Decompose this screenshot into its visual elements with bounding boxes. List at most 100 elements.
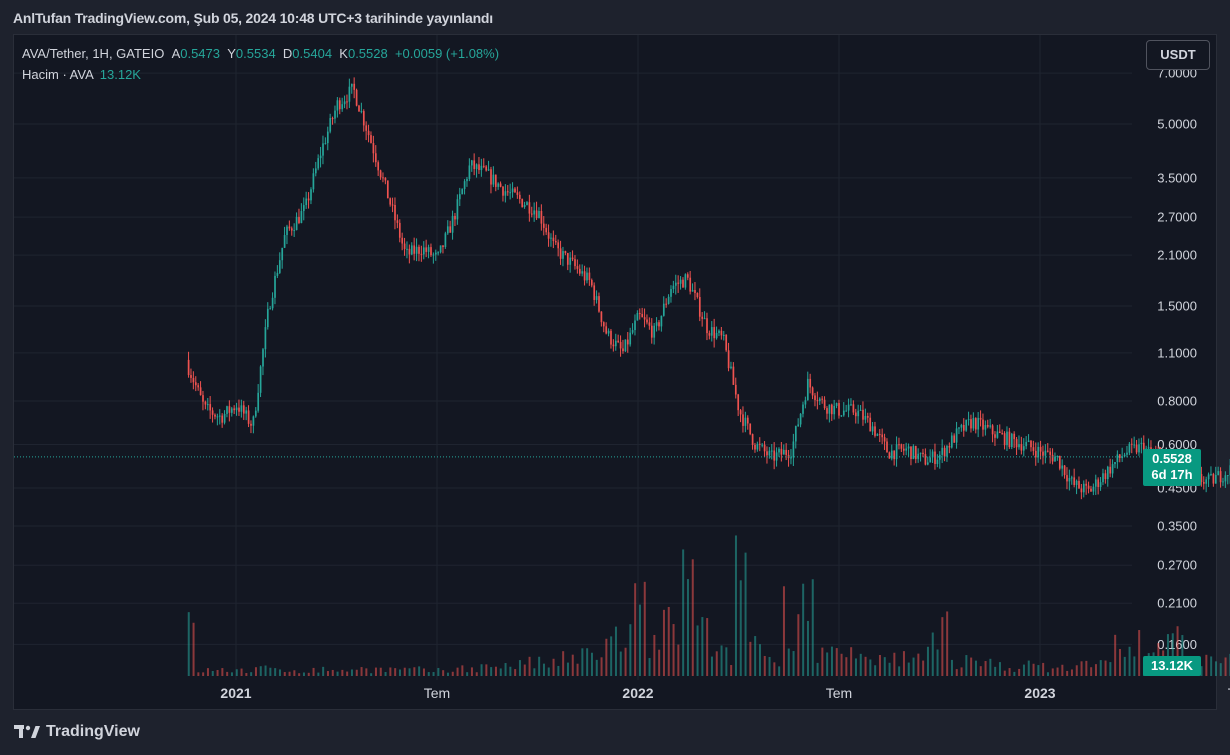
candle-body bbox=[1066, 475, 1068, 482]
candle-body bbox=[974, 418, 977, 430]
candle-body bbox=[1212, 473, 1215, 484]
candle-body bbox=[439, 245, 442, 253]
candle-body bbox=[682, 279, 684, 288]
volume-bar bbox=[893, 652, 896, 676]
volume-bar bbox=[221, 668, 224, 676]
candle-body bbox=[475, 164, 478, 170]
candle-body bbox=[473, 160, 476, 170]
candle-body bbox=[617, 340, 620, 342]
candle-body bbox=[732, 366, 735, 385]
candle-body bbox=[391, 204, 394, 206]
candle-body bbox=[648, 322, 651, 326]
candle-body bbox=[794, 426, 797, 442]
candle-body bbox=[629, 332, 632, 345]
candle-body bbox=[1097, 479, 1100, 488]
candle-body bbox=[1147, 447, 1150, 449]
candle-body bbox=[761, 444, 764, 446]
candle-body bbox=[790, 457, 792, 459]
candle-body bbox=[206, 404, 209, 406]
volume-bar bbox=[970, 657, 973, 676]
volume-bar bbox=[490, 667, 493, 676]
volume-bar bbox=[379, 667, 382, 676]
candle-body bbox=[924, 454, 927, 465]
volume-bar bbox=[691, 559, 694, 676]
candle-body bbox=[766, 451, 768, 456]
candle-body bbox=[295, 216, 298, 231]
candle-body bbox=[516, 192, 519, 195]
candle-body bbox=[499, 183, 502, 187]
candle-body bbox=[1109, 466, 1112, 474]
candle-body bbox=[425, 247, 428, 252]
candle-body bbox=[883, 437, 886, 442]
candle-body bbox=[696, 292, 699, 297]
volume-bar bbox=[461, 665, 464, 676]
candle-body bbox=[442, 245, 444, 247]
candle-body bbox=[607, 330, 610, 334]
tradingview-footer[interactable]: TradingView bbox=[14, 723, 140, 741]
candle-body bbox=[470, 160, 473, 166]
y-tick-label: 0.6000 bbox=[1157, 437, 1197, 452]
candle-body bbox=[818, 398, 821, 402]
candle-body bbox=[374, 153, 377, 163]
candle-body bbox=[691, 290, 694, 292]
volume-bar bbox=[1205, 654, 1208, 676]
volume-bar bbox=[586, 648, 589, 676]
candle-body bbox=[1082, 483, 1085, 493]
volume-bar bbox=[998, 662, 1001, 676]
candle-body bbox=[466, 178, 468, 182]
candle-body bbox=[547, 232, 550, 239]
candle-body bbox=[1085, 483, 1088, 486]
candle-body bbox=[554, 241, 557, 243]
candle-body bbox=[830, 404, 833, 415]
footer-brand: TradingView bbox=[46, 723, 140, 740]
candle-body bbox=[828, 404, 831, 414]
candle-body bbox=[365, 125, 368, 131]
volume-bar bbox=[389, 667, 392, 676]
candle-body bbox=[557, 242, 560, 249]
candle-body bbox=[456, 199, 459, 220]
volume-bar bbox=[701, 617, 704, 676]
volume-bar bbox=[590, 652, 593, 676]
y-tick-label: 0.8000 bbox=[1157, 394, 1197, 409]
candle-body bbox=[490, 169, 492, 185]
high-label: Y bbox=[227, 46, 236, 61]
chart-frame[interactable] bbox=[13, 34, 1217, 710]
candle-body bbox=[485, 166, 488, 171]
candle-body bbox=[1008, 431, 1011, 447]
candle-body bbox=[730, 366, 732, 369]
currency-button[interactable]: USDT bbox=[1146, 40, 1210, 70]
volume-bar bbox=[298, 673, 301, 676]
candle-body bbox=[526, 202, 528, 205]
low-label: D bbox=[282, 46, 293, 61]
volume-bar bbox=[1123, 656, 1126, 676]
volume-bar bbox=[302, 672, 305, 676]
candle-body bbox=[1130, 443, 1133, 445]
volume-bar bbox=[533, 668, 536, 676]
volume-bar bbox=[1022, 664, 1025, 676]
open-label: A bbox=[171, 46, 181, 61]
candle-body bbox=[1037, 446, 1040, 458]
volume-bar bbox=[331, 669, 334, 676]
candle-body bbox=[1054, 456, 1056, 462]
candle-body bbox=[314, 168, 317, 174]
volume-bar bbox=[1104, 660, 1107, 676]
candle-body bbox=[1070, 477, 1073, 479]
volume-bar bbox=[418, 666, 421, 676]
volume-bar bbox=[869, 659, 872, 676]
volume-bar bbox=[950, 659, 953, 676]
candle-body bbox=[624, 339, 627, 352]
candle-body bbox=[300, 211, 303, 223]
candle-body bbox=[754, 444, 756, 450]
candle-body bbox=[396, 220, 399, 223]
candle-body bbox=[545, 227, 548, 233]
volume-bar bbox=[355, 669, 358, 676]
candle-body bbox=[259, 366, 262, 393]
candle-body bbox=[727, 350, 730, 369]
candle-body bbox=[1006, 431, 1008, 446]
candle-body bbox=[811, 387, 814, 396]
volume-bar bbox=[854, 658, 857, 676]
candle-body bbox=[1126, 452, 1128, 455]
volume-bar bbox=[245, 673, 248, 676]
volume-bar bbox=[259, 666, 262, 676]
